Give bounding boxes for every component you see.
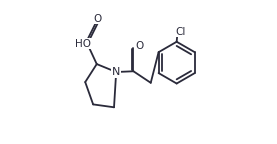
Text: N: N: [112, 67, 120, 77]
Text: HO: HO: [75, 39, 91, 49]
Text: O: O: [93, 14, 102, 24]
Text: O: O: [135, 41, 143, 51]
Text: Cl: Cl: [175, 27, 186, 37]
